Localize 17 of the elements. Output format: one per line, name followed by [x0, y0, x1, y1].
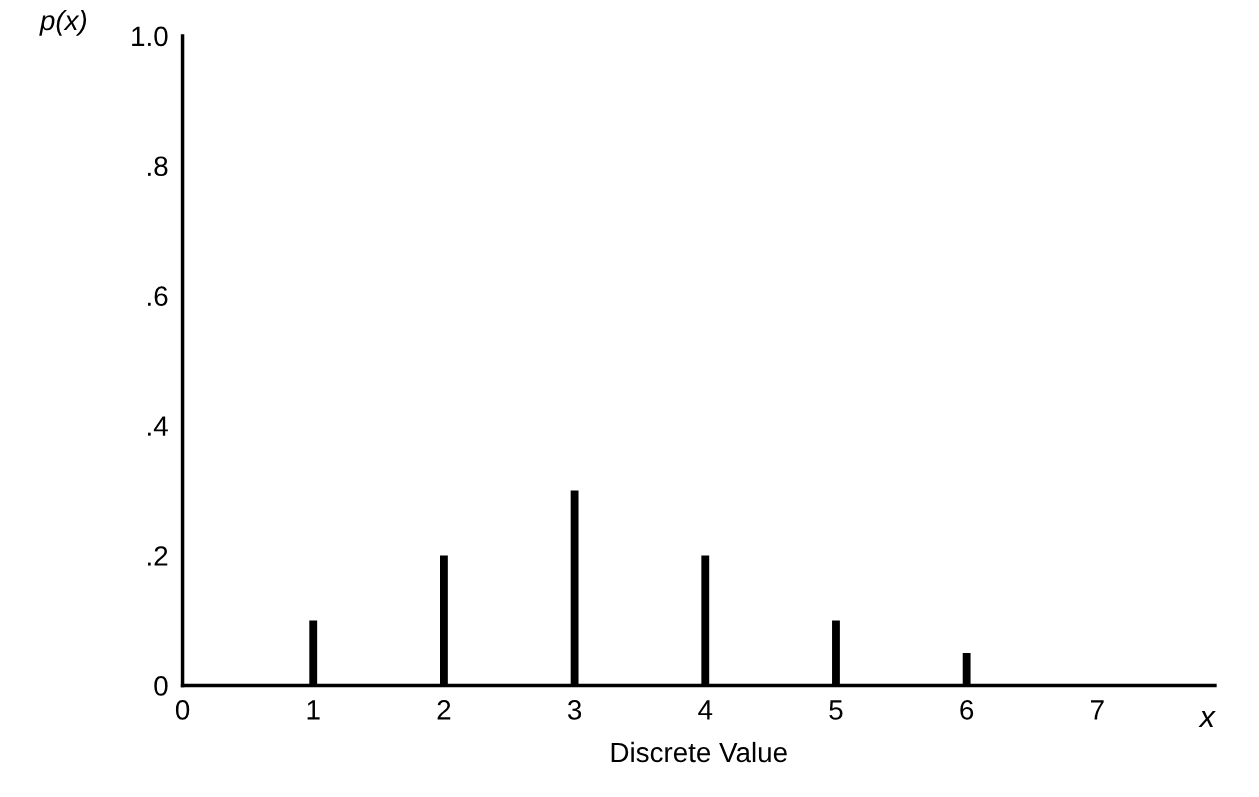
y-tick-label: 0: [154, 676, 168, 696]
y-axis-title: p(x): [39, 9, 87, 36]
text: x: [1198, 710, 1216, 728]
x-axis-title: Discrete Value: [611, 741, 787, 763]
x-tick-label: 2: [437, 700, 451, 720]
x-tick-label: 6: [960, 700, 974, 720]
x-tick-label: 5: [829, 700, 843, 720]
y-tick-label: .2: [148, 546, 168, 566]
y-tick-label: .4: [148, 416, 168, 436]
x-tick-label: 3: [567, 700, 582, 720]
x-tick-label: 0: [175, 700, 190, 720]
x-tick-label: 4: [698, 700, 713, 720]
y-tick-label: .6: [148, 286, 168, 307]
x-tick-label: 1: [307, 700, 320, 720]
x-tick-label: 7: [1091, 700, 1104, 720]
y-tick-label: .8: [148, 156, 168, 177]
y-tick-label: 1.0: [132, 26, 168, 47]
